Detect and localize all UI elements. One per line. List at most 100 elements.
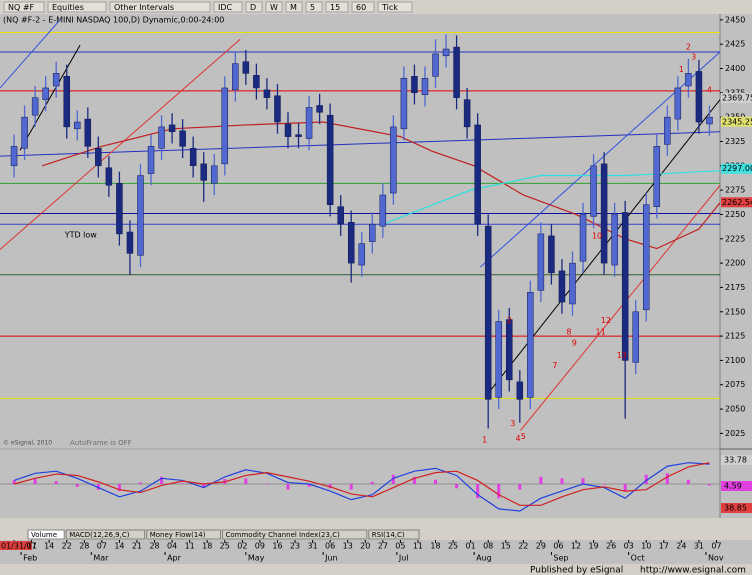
candle-body [221,87,229,165]
x-tick-label: 17 [659,542,669,551]
indicator-tab-label[interactable]: Volume [31,531,57,539]
candle-body [10,146,18,167]
annotation: 11 [595,328,605,337]
x-tick-label: 29 [536,542,546,551]
x-tick-label: 10 [641,542,651,551]
y-tick-label: 2450 [725,15,745,24]
x-tick-label: 28 [79,542,89,551]
x-tick-label: 01/31/11 [1,542,37,551]
indicator-tab[interactable] [222,529,368,540]
candle-body [442,48,450,57]
toolbar-label[interactable]: 15 [330,3,340,12]
indicator-tab-label[interactable]: MACD(12,26,9,C) [69,531,130,539]
annotation: YTD low [64,230,98,239]
toolbar-button[interactable] [351,1,375,13]
candle-body [95,148,102,167]
candle-body [358,243,366,266]
date-axis [0,540,752,564]
indicator-tag-label: 4.59 [724,482,742,491]
x-tick-label: 09 [255,542,265,551]
candle-body [495,321,502,398]
x-tick-label: 15 [501,542,511,551]
indicator-tab[interactable] [146,529,221,540]
toolbar-label[interactable]: Other Intervals [114,3,174,12]
toolbar-label[interactable]: IDC [218,3,233,12]
candle-body [116,183,123,235]
candle-body [558,270,566,303]
indicator-tab[interactable] [27,529,65,540]
candle-body [537,233,545,291]
toolbar-label[interactable]: Tick [381,3,398,12]
candle-body [463,99,471,128]
toolbar-label[interactable]: 60 [356,3,366,12]
toolbar-button[interactable] [245,1,263,13]
indicator-tab-label[interactable]: Money Flow(14) [150,531,206,539]
candle-body [253,75,260,89]
toolbar-label[interactable]: D [250,3,256,12]
trend-line [520,184,721,431]
x-tick-label: 14 [114,542,124,551]
candle-body [137,175,144,256]
histogram-bar [391,474,395,484]
toolbar-label[interactable]: W [270,3,278,12]
y-tick-label: 2125 [725,332,745,341]
candle-body [685,73,692,87]
toolbar-button[interactable] [285,1,303,13]
candle-body [579,214,587,262]
toolbar-label[interactable]: 5 [310,3,315,12]
toolbar-button[interactable] [47,1,107,13]
x-tick-label: 28 [149,542,159,551]
toolbar-button[interactable] [325,1,349,13]
candle-body [506,319,513,381]
status-bar [0,564,752,575]
toolbar-button[interactable] [305,1,323,13]
indicator-tab[interactable] [65,529,146,540]
candle-body [147,146,155,174]
toolbar-button[interactable] [265,1,283,13]
x-tick-label: 21 [132,542,142,551]
candle-body [548,235,555,274]
histogram-bar [455,484,459,489]
candle-body [337,206,344,225]
candle-body [621,212,629,361]
month-label: Sep [553,554,568,563]
chart-title: (NQ #F-2 - E-MINI NASDAQ 100,D) Dynamic,… [3,16,224,25]
toolbar-label[interactable]: Equities [52,3,84,12]
price-tag-label: 2369.75 [722,93,752,102]
candle-body [400,77,408,130]
histogram-bar [412,476,416,484]
month-label: Jul [398,554,409,563]
trend-line [0,19,61,89]
candle-body [158,126,165,149]
month-label: Mar [93,554,109,563]
candle-body [379,194,387,227]
indicator-tab-label[interactable]: RSI(14,C) [372,531,405,539]
x-tick-label: 26 [606,542,616,551]
toolbar-button[interactable] [377,1,413,13]
candle-body [189,148,197,167]
candle-body [695,71,703,123]
candle-body [179,130,186,147]
x-tick-label: 18 [430,542,440,551]
candle-body [474,124,481,225]
indicator-tab-label[interactable]: Commodity Channel Index(23,C) [226,531,341,539]
toolbar-label[interactable]: NQ #F [8,3,35,12]
candle-body [369,223,376,242]
price-tag [721,163,752,174]
price-tag [721,116,752,127]
indicator-tab[interactable] [368,529,420,540]
toolbar-label[interactable]: M [290,3,297,12]
toolbar-button[interactable] [3,1,45,13]
x-tick-label: 02 [237,542,247,551]
trend-line [0,38,241,250]
toolbar-button[interactable] [109,1,211,13]
price-tag [721,197,752,208]
indicator-tag [721,481,752,491]
x-tick-label: 08 [483,542,493,551]
toolbar-button[interactable] [213,1,243,13]
candle-body [274,95,281,123]
x-tick-highlight [0,541,32,550]
y-tick-label: 2225 [725,234,745,243]
x-tick-label: 06 [325,542,335,551]
